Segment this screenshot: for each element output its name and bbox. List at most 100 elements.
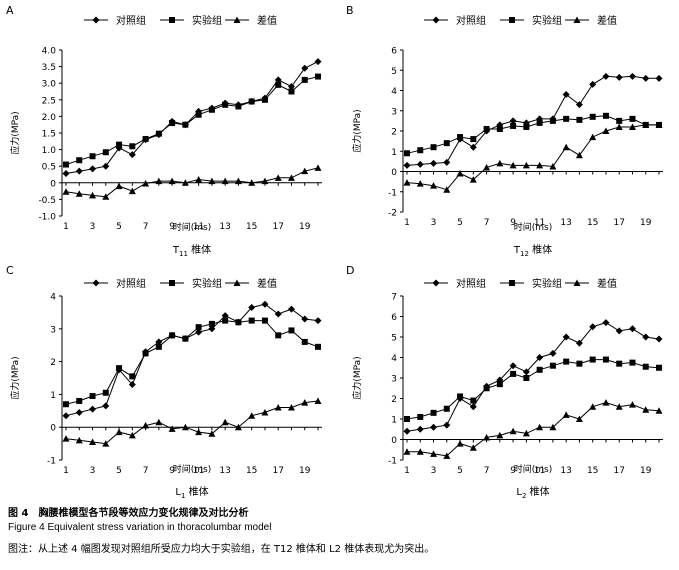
y-tick-label: 1 — [391, 148, 397, 158]
data-point — [589, 80, 597, 88]
y-axis-label: 应力(MPa) — [351, 109, 363, 152]
data-point — [576, 116, 583, 123]
y-tick-label: -0.5 — [38, 196, 56, 206]
x-axis-label: 时间(ms) — [514, 221, 552, 233]
data-point — [575, 339, 583, 347]
y-tick-label: -1 — [388, 188, 397, 198]
x-tick-label: 5 — [457, 218, 463, 228]
data-point — [116, 141, 123, 148]
legend-label: 实验组 — [532, 14, 562, 27]
y-tick-label: 1.5 — [42, 130, 56, 140]
data-point — [403, 427, 411, 435]
data-point — [89, 191, 97, 199]
data-point — [443, 186, 451, 193]
data-point — [274, 76, 282, 84]
x-tick-label: 19 — [299, 222, 311, 232]
x-tick-label: 1 — [404, 466, 410, 476]
data-point — [208, 177, 216, 185]
data-point — [483, 163, 491, 171]
y-tick-label: 4.0 — [42, 47, 57, 57]
data-point — [509, 427, 517, 435]
legend-marker — [92, 279, 100, 287]
data-point — [315, 343, 321, 350]
data-point — [102, 440, 110, 447]
x-tick-label: 9 — [169, 466, 175, 476]
x-tick-label: 11 — [193, 222, 204, 232]
legend-marker — [573, 279, 581, 286]
x-tick-label: 11 — [534, 218, 545, 228]
y-tick-label: 6 — [391, 47, 397, 57]
data-point — [301, 315, 309, 323]
x-tick-label: 15 — [587, 466, 598, 476]
data-point — [287, 305, 295, 313]
series-line — [406, 322, 660, 432]
data-point — [469, 143, 477, 151]
series-diamond — [62, 58, 322, 178]
data-point — [562, 333, 570, 341]
series-triangle — [403, 399, 663, 459]
x-tick-label: 19 — [640, 466, 652, 476]
data-point — [129, 143, 136, 150]
data-point — [314, 397, 322, 404]
data-point — [235, 103, 242, 110]
figure-caption-cn: 图 4 胸腰椎模型各节段等效应力变化规律及对比分析 — [8, 508, 249, 519]
x-tick-label: 15 — [587, 218, 598, 228]
data-point — [314, 317, 322, 325]
data-point — [76, 397, 83, 404]
x-tick-label: 7 — [484, 466, 490, 476]
series-square — [404, 112, 662, 157]
data-point — [261, 408, 269, 416]
data-point — [602, 72, 610, 80]
x-tick-label: 5 — [116, 466, 122, 476]
x-tick-label: 9 — [169, 222, 175, 232]
data-point — [443, 452, 451, 459]
y-tick-label: -1 — [388, 457, 397, 467]
legend-label: 差值 — [597, 14, 617, 27]
y-tick-label: 4 — [50, 293, 56, 303]
y-tick-label: 2 — [391, 128, 397, 138]
x-tick-label: 9 — [510, 218, 516, 228]
data-point — [403, 448, 411, 455]
data-point — [576, 360, 583, 367]
data-point — [628, 72, 636, 80]
x-tick-label: 3 — [431, 218, 437, 228]
data-point — [234, 423, 242, 431]
data-point — [655, 407, 663, 414]
data-point — [301, 399, 309, 406]
x-tick-label: 5 — [457, 466, 463, 476]
data-point — [275, 81, 282, 88]
y-tick-label: 3 — [50, 325, 56, 335]
x-tick-label: 13 — [219, 222, 230, 232]
data-point — [169, 120, 176, 127]
data-point — [129, 373, 136, 380]
data-point — [128, 431, 136, 439]
data-point — [615, 403, 623, 410]
data-point — [562, 91, 570, 99]
x-tick-label: 17 — [272, 222, 283, 232]
data-point — [416, 425, 424, 433]
data-point — [602, 112, 609, 119]
data-point — [301, 338, 308, 345]
data-point — [155, 418, 163, 426]
legend-label: 差值 — [257, 14, 277, 27]
x-tick-label: 11 — [193, 466, 204, 476]
legend-label: 实验组 — [532, 277, 562, 290]
x-tick-label: 11 — [534, 466, 545, 476]
data-point — [248, 179, 256, 186]
chart-title: L2 椎体 — [516, 485, 549, 500]
data-point — [589, 323, 597, 331]
x-tick-label: 13 — [219, 466, 230, 476]
x-tick-label: 3 — [90, 222, 96, 232]
data-point — [261, 317, 268, 324]
legend-marker — [432, 16, 440, 24]
data-point — [403, 161, 411, 169]
data-point — [496, 431, 504, 439]
legend-marker — [233, 16, 241, 23]
legend-label: 差值 — [597, 277, 617, 290]
x-tick-label: 13 — [560, 466, 571, 476]
panel-letter: D — [346, 264, 354, 277]
data-point — [416, 180, 424, 187]
data-point — [562, 143, 570, 151]
